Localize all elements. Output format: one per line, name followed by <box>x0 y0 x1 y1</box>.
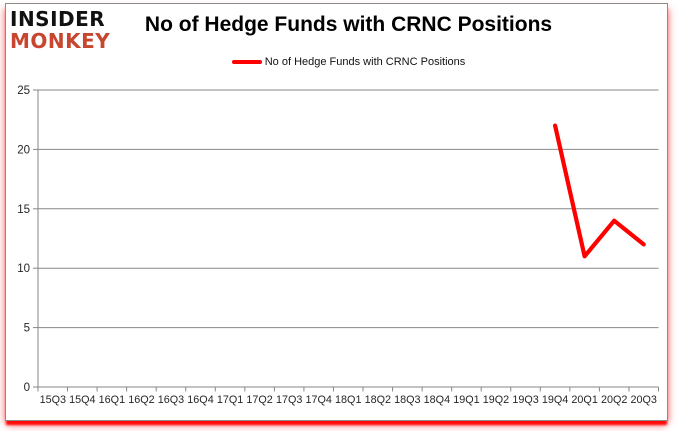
x-tick-label: 17Q4 <box>305 394 331 406</box>
logo-monkey-text: MONKEY <box>10 29 111 53</box>
y-tick-label: 0 <box>24 382 30 394</box>
x-tick-label: 18Q3 <box>394 394 420 406</box>
y-tick-label: 15 <box>17 204 30 216</box>
legend-line-swatch <box>231 60 262 64</box>
x-tick-label: 17Q1 <box>217 394 243 406</box>
x-tick-label: 19Q1 <box>453 394 479 406</box>
gridlines <box>33 89 659 388</box>
axes <box>37 90 659 392</box>
x-tick-label: 15Q3 <box>40 394 66 406</box>
x-tick-label: 20Q3 <box>631 394 657 406</box>
chart-frame <box>5 3 668 421</box>
x-tick-label: 18Q4 <box>424 394 450 406</box>
y-tick-label: 20 <box>17 144 30 156</box>
logo-insider-text: INSIDER <box>10 7 106 31</box>
y-axis-labels: 0 5 10 15 20 25 <box>17 85 30 394</box>
y-tick-label: 25 <box>17 85 30 97</box>
x-tick-label: 16Q4 <box>187 394 213 406</box>
legend-label: No of Hedge Funds with CRNC Positions <box>264 56 466 68</box>
x-tick-label: 19Q2 <box>483 394 509 406</box>
x-tick-label: 16Q2 <box>128 394 154 406</box>
x-tick-label: 19Q3 <box>512 394 538 406</box>
series-line <box>552 123 646 259</box>
y-tick-label: 10 <box>17 263 30 275</box>
y-tick-label: 5 <box>24 323 30 335</box>
x-tick-label: 15Q4 <box>69 394 95 406</box>
x-tick-label: 18Q2 <box>365 394 391 406</box>
x-tick-label: 16Q1 <box>99 394 125 406</box>
x-tick-label: 17Q3 <box>276 394 302 406</box>
x-tick-label: 16Q3 <box>158 394 184 406</box>
x-axis-labels: 15Q3 15Q4 16Q1 16Q2 16Q3 16Q4 17Q1 17Q2 17Q3 17Q4… <box>40 394 657 406</box>
insider-monkey-logo: INSIDER MONKEY <box>10 9 110 51</box>
x-tick-label: 20Q2 <box>601 394 627 406</box>
x-tick-label: 19Q4 <box>542 394 568 406</box>
x-tick-label: 17Q2 <box>246 394 272 406</box>
chart-legend: No of Hedge Funds with CRNC Positions <box>38 56 659 68</box>
x-tick-label: 20Q1 <box>571 394 597 406</box>
x-tick-label: 18Q1 <box>335 394 361 406</box>
chart-title: No of Hedge Funds with CRNC Positions <box>144 13 553 36</box>
